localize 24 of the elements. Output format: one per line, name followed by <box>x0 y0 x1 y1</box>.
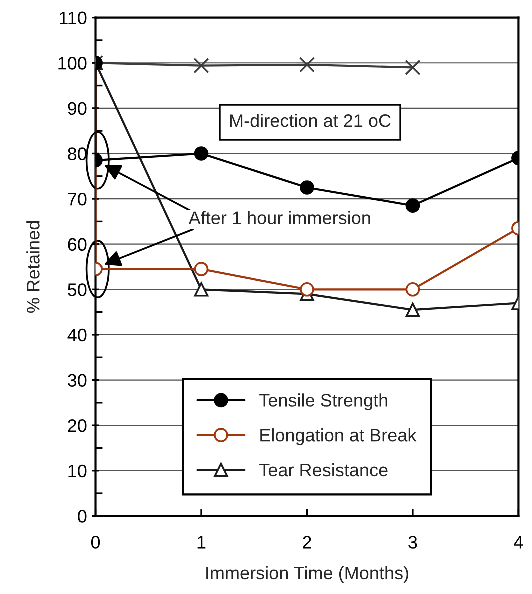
y-tick-label: 70 <box>68 192 87 206</box>
x-tick-label: 0 <box>91 536 100 549</box>
y-tick-label: 0 <box>78 510 87 523</box>
x-tick-label: 4 <box>514 536 524 549</box>
y-tick-label: 90 <box>68 102 87 116</box>
y-tick-label: 40 <box>68 328 87 342</box>
y-tick-label: 60 <box>68 238 87 252</box>
legend-label: Tear Resistance <box>260 463 388 477</box>
legend-label: Tensile Strength <box>260 394 388 410</box>
x-tick-label: 3 <box>408 536 418 549</box>
y-tick-label: 100 <box>58 57 87 70</box>
y-tick-label: 20 <box>68 420 87 432</box>
y-tick-label: 50 <box>68 284 87 296</box>
y-tick-label: 110 <box>60 12 87 25</box>
y-tick-label: 80 <box>68 148 87 160</box>
annotation: After 1 hour immersion <box>188 211 370 225</box>
y-tick-label: 30 <box>68 374 87 387</box>
x-tick-label: 1 <box>198 536 206 549</box>
annotation: M-direction at 21 oC <box>230 114 391 128</box>
legend-label: Elongation at Break <box>260 428 417 446</box>
y-axis-title: % Retained <box>26 221 40 314</box>
x-axis-title: Immersion Time (Months) <box>206 566 408 584</box>
x-tick-label: 2 <box>303 536 312 549</box>
y-tick-label: 10 <box>68 464 87 478</box>
